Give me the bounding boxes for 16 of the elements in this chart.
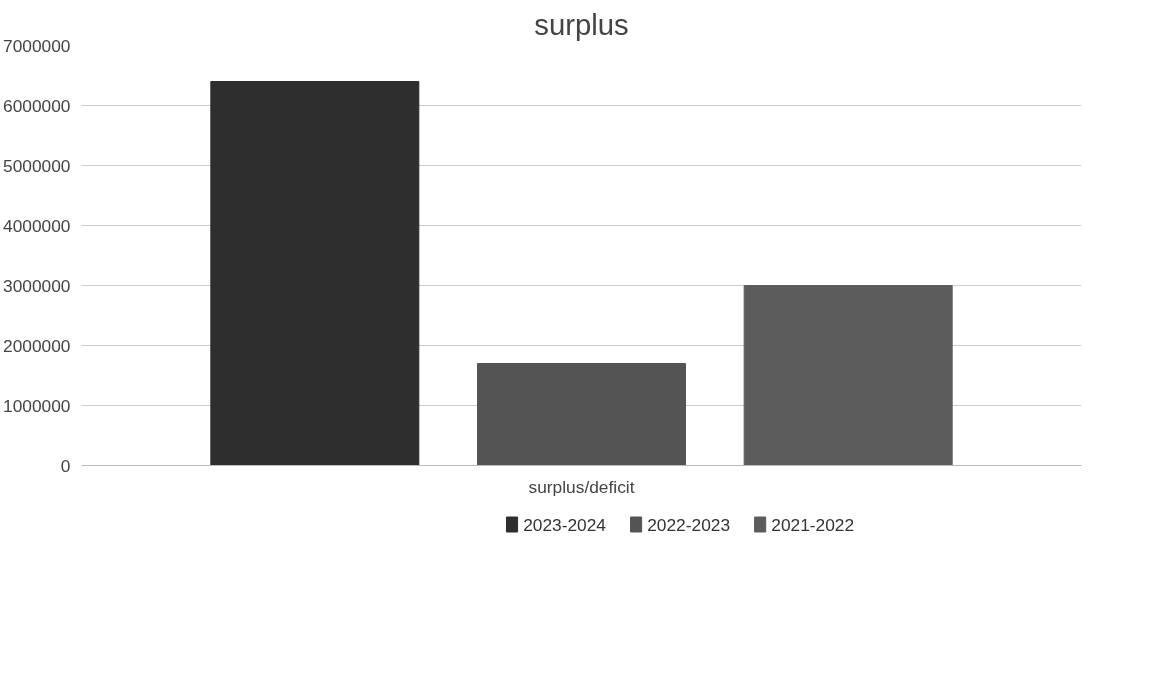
legend-label: 2023-2024 — [523, 514, 607, 535]
bar — [210, 81, 420, 466]
bar — [743, 285, 953, 466]
bar — [477, 363, 686, 466]
legend-label: 2021-2022 — [771, 514, 855, 535]
y-tick-label: 0 — [60, 455, 71, 476]
x-tick-label: surplus/deficit — [528, 476, 635, 497]
y-tick-label: 5000000 — [3, 155, 71, 176]
y-tick-label: 6000000 — [3, 95, 71, 116]
chart-title: surplus — [534, 7, 629, 41]
y-tick-label: 2000000 — [3, 335, 71, 356]
y-tick-label: 1000000 — [3, 395, 71, 416]
legend-label: 2022-2023 — [647, 514, 731, 535]
y-tick-label: 7000000 — [3, 35, 71, 56]
y-tick-label: 4000000 — [3, 215, 71, 236]
y-tick-label: 3000000 — [3, 275, 71, 296]
